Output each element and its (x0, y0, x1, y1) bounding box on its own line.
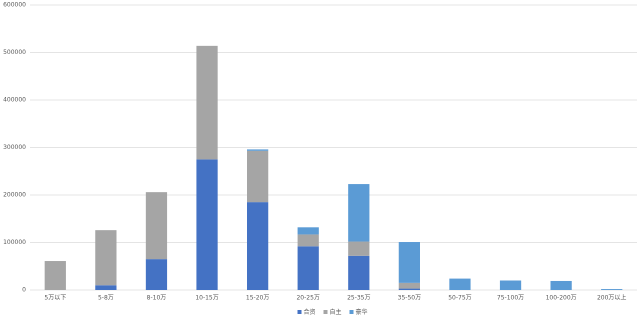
x-tick-label: 10-15万 (195, 295, 218, 302)
y-tick-label: 600000 (3, 2, 26, 9)
legend-label: 豪华 (356, 308, 368, 316)
bar-segment (145, 259, 168, 290)
x-tick-label: 200万以上 (597, 294, 626, 302)
bar-segment (601, 289, 623, 290)
bar-segment (297, 234, 319, 247)
bar-segment (196, 45, 218, 160)
y-tick-label: 200000 (3, 192, 26, 199)
bar-segment (348, 241, 370, 256)
legend-swatch (297, 310, 302, 314)
x-tick-label: 20-25万 (296, 295, 319, 302)
y-tick-label: 500000 (3, 49, 26, 56)
x-tick-label: 50-75万 (448, 295, 471, 302)
bar-segment (297, 246, 319, 290)
y-tick-label: 100000 (3, 239, 26, 246)
y-tick-label: 300000 (3, 144, 26, 151)
x-tick-label: 75-100万 (497, 295, 524, 302)
bar-segment (247, 202, 269, 290)
x-tick-label: 15-20万 (246, 295, 269, 302)
bar-segment (398, 282, 420, 289)
bar-segment (95, 285, 117, 290)
bar-segment (297, 227, 319, 235)
bar-segment (95, 230, 117, 286)
bar-segment (398, 288, 420, 290)
bar-segment (145, 192, 168, 260)
bar-segment (44, 261, 66, 290)
legend-label: 自主 (330, 308, 342, 316)
x-tick-label: 8-10万 (147, 295, 167, 302)
bar-segment (499, 280, 522, 290)
x-tick-label: 5-8万 (98, 295, 114, 302)
legend-label: 合资 (304, 308, 316, 316)
bar-segment (398, 242, 420, 283)
bar-segment (550, 280, 572, 290)
bar-segment (348, 184, 370, 242)
bar-segment (247, 150, 269, 203)
x-tick-label: 35-50万 (398, 295, 421, 302)
bar-segment (449, 278, 471, 290)
legend-swatch (349, 310, 354, 314)
y-tick-label: 0 (22, 287, 26, 294)
bar-segment (196, 159, 218, 290)
x-tick-label: 100-200万 (546, 295, 577, 302)
x-tick-label: 5万以下 (44, 295, 66, 302)
legend-swatch (323, 310, 328, 314)
bar-segment (348, 255, 370, 290)
bar-segment (247, 149, 269, 151)
x-tick-label: 25-35万 (347, 295, 370, 302)
y-tick-label: 400000 (3, 97, 26, 104)
